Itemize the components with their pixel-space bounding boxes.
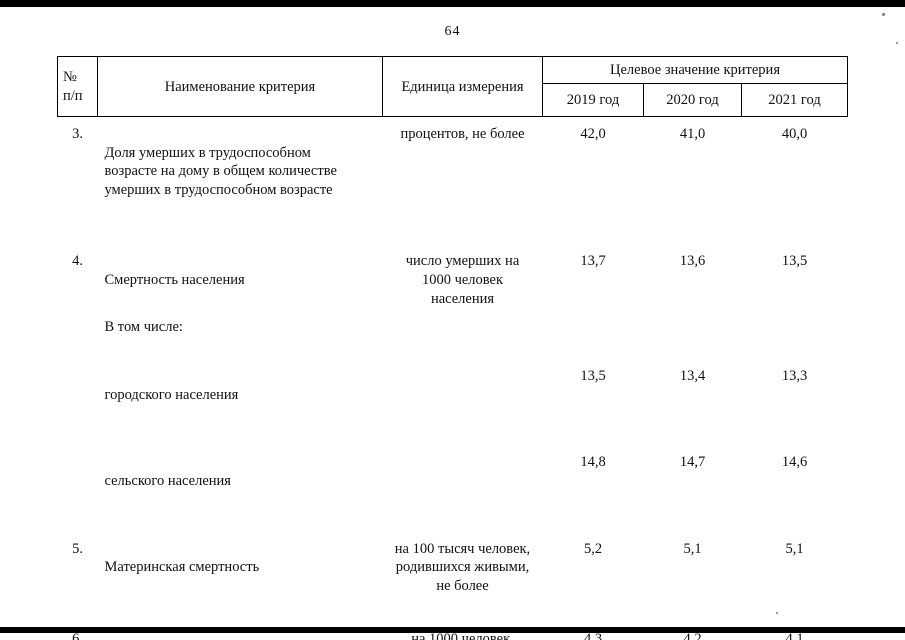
criterion-cell: сельского населения [98,441,383,527]
criterion-cell: Материнская смертность [98,528,383,614]
unit-cell [383,355,543,441]
value-2021: 5,1 [785,540,804,557]
value-2020: 14,7 [679,454,706,471]
col-header-target: Целевое значение критерия [541,55,849,85]
criterion-text: городского населения [104,386,239,403]
col-header-num: № п/п [57,55,98,118]
value-2021: 13,3 [781,368,808,385]
criterion-cell: Смертность населения В том числе: [98,236,383,355]
criteria-table: № п/п Наименование критерия Единица изме… [57,55,849,640]
scan-speck [896,42,898,44]
table-row-5: 5. Материнская смертность на 100 тысяч ч… [58,528,848,614]
criterion-cell: Доля умерших в трудоспособном возрасте н… [98,117,383,237]
value-2019: 4,3 [583,630,603,640]
top-border-rule [0,0,905,7]
criterion-text: Доля умерших в трудоспособном возрасте н… [104,144,337,198]
value-2021: 14,6 [781,454,808,471]
value-2019: 5,2 [583,540,603,557]
table-row-4-urban: городского населения 13,5 13,4 13,3 [58,355,848,441]
value-2021: 4,1 [785,630,804,640]
col-header-2020: 2020 год [643,83,742,118]
value-2020: 5,1 [683,540,702,557]
col-header-2019: 2019 год [542,83,644,118]
value-2019: 42,0 [580,126,606,143]
criterion-text: сельского населения [104,472,231,489]
criterion-text: Материнская смертность [104,559,260,576]
unit-cell: на 100 тысяч человек, родившихся живыми,… [394,540,531,594]
value-2020: 13,6 [679,253,706,270]
value-2019: 13,5 [580,368,606,385]
value-2019: 13,7 [580,253,606,270]
scan-speck [882,13,885,16]
row-number: 6. [72,630,83,640]
page-number: 64 [444,24,461,39]
row-number [58,355,98,441]
header-row-2: 2019 год 2020 год 2021 год [58,83,849,118]
col-header-criterion: Наименование критерия [97,55,383,118]
unit-cell: процентов, не более [400,126,525,143]
value-2019: 14,8 [580,454,606,471]
table-row-3: 3. Доля умерших в трудоспособном возраст… [58,117,848,237]
criterion-text: Смертность населения [104,271,245,288]
row-number: 4. [72,253,83,270]
unit-cell [383,441,543,527]
col-header-2021: 2021 год [740,83,849,118]
header-row-1: № п/п Наименование критерия Единица изме… [57,55,849,118]
criterion-cell: городского населения [98,355,383,441]
table-header: № п/п Наименование критерия Единица изме… [57,55,849,118]
row-number: 3. [72,126,83,143]
unit-cell: на 1000 человек, родившихся живыми, не б… [411,630,514,640]
table-row-4: 4. Смертность населения В том числе: чис… [58,236,848,355]
value-2021: 40,0 [781,126,808,143]
table-row-6: 6. Младенческая смертность В том числе: … [58,614,848,640]
value-2021: 13,5 [781,253,808,270]
criterion-subtext: В том числе: [104,319,183,336]
table-row-4-rural: сельского населения 14,8 14,7 14,6 [58,441,848,527]
value-2020: 13,4 [679,368,706,385]
row-number [58,441,98,527]
scan-speck [776,612,778,614]
unit-cell: число умерших на 1000 человек населения [405,253,520,307]
table-body: 3. Доля умерших в трудоспособном возраст… [58,117,848,640]
row-number: 5. [72,540,83,557]
col-header-unit: Единица измерения [382,55,543,118]
bottom-border-rule [0,627,905,633]
value-2020: 41,0 [679,126,706,143]
value-2020: 4,2 [683,630,702,640]
